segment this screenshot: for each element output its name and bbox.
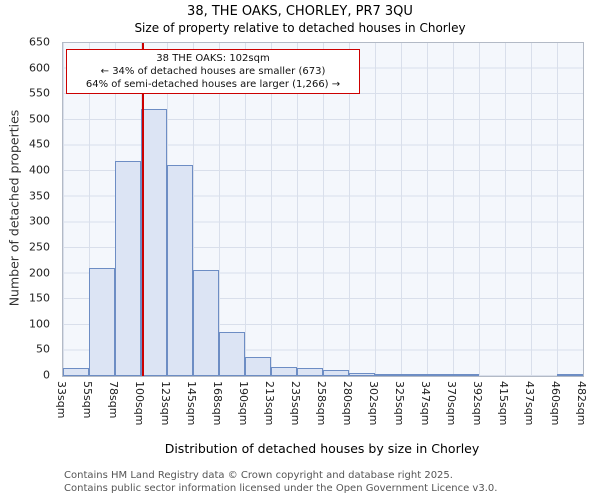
- histogram-bar: [297, 368, 323, 376]
- histogram-bar: [375, 374, 401, 376]
- x-tick-label: 213sqm: [263, 381, 276, 426]
- x-tick-label: 325sqm: [393, 381, 406, 426]
- y-tick-label: 150: [29, 291, 50, 305]
- y-tick-label: 50: [36, 342, 50, 356]
- x-tick-label: 55sqm: [81, 381, 94, 419]
- y-tick-label: 650: [29, 35, 50, 49]
- histogram-bar: [453, 374, 479, 376]
- histogram-bar: [557, 374, 583, 376]
- x-tick-label: 392sqm: [471, 381, 484, 426]
- y-tick-label: 200: [29, 266, 50, 280]
- y-tick-label: 600: [29, 61, 50, 75]
- chart-title: 38, THE OAKS, CHORLEY, PR7 3QU: [187, 4, 413, 19]
- histogram-bar: [219, 332, 245, 376]
- plot-area: 38 THE OAKS: 102sqm ← 34% of detached ho…: [62, 42, 584, 377]
- y-tick-label: 450: [29, 137, 50, 151]
- x-tick-label: 145sqm: [185, 381, 198, 426]
- y-tick-label: 500: [29, 112, 50, 126]
- histogram-bar: [167, 165, 193, 376]
- histogram-bar: [349, 373, 375, 376]
- histogram-bar: [89, 267, 115, 376]
- histogram-bar: [271, 366, 297, 376]
- x-tick-label: 235sqm: [289, 381, 302, 426]
- chart-subtitle: Size of property relative to detached ho…: [134, 21, 466, 35]
- y-tick-label: 0: [43, 368, 50, 382]
- y-tick-label: 300: [29, 214, 50, 228]
- y-tick-label: 400: [29, 163, 50, 177]
- histogram-bar: [63, 368, 89, 376]
- x-axis-ticks: 33sqm 55sqm 78sqm 100sqm 123sqm 145sqm 168sqm 1…: [55, 379, 588, 437]
- y-tick-label: 550: [29, 86, 50, 100]
- annotation-line-3: 64% of semi-detached houses are larger (…: [85, 79, 341, 90]
- x-tick-label: 482sqm: [575, 381, 588, 426]
- x-axis-label: Distribution of detached houses by size …: [164, 441, 480, 456]
- histogram-bar: [245, 356, 271, 376]
- x-tick-label: 78sqm: [107, 381, 120, 419]
- y-axis-ticks: 650 600 550 500 450 400 350 300 250 200 150 100 50 0: [0, 36, 56, 382]
- x-tick-label: 437sqm: [523, 381, 536, 426]
- x-tick-label: 460sqm: [549, 381, 562, 426]
- footer-line-2: Contains public sector information licen…: [64, 483, 498, 495]
- x-tick-label: 33sqm: [55, 381, 68, 419]
- attribution-footer: Contains HM Land Registry data © Crown c…: [64, 469, 497, 495]
- histogram-bar: [427, 374, 453, 376]
- histogram-bar: [193, 269, 219, 376]
- y-tick-label: 250: [29, 240, 50, 254]
- histogram-bar: [141, 109, 167, 376]
- x-tick-label: 280sqm: [341, 381, 354, 426]
- x-tick-label: 168sqm: [211, 381, 224, 426]
- annotation-line-1: 38 THE OAKS: 102sqm: [156, 53, 270, 64]
- annotation-line-2: ← 34% of detached houses are smaller (67…: [100, 66, 326, 77]
- histogram-bar: [115, 160, 141, 376]
- x-tick-label: 100sqm: [133, 381, 146, 426]
- histogram-bar: [401, 374, 427, 376]
- x-tick-label: 347sqm: [419, 381, 432, 426]
- x-tick-label: 370sqm: [445, 381, 458, 426]
- footer-line-1: Contains HM Land Registry data © Crown c…: [64, 470, 453, 481]
- x-tick-label: 302sqm: [367, 381, 380, 426]
- histogram-bar: [323, 369, 349, 376]
- annotation-box: 38 THE OAKS: 102sqm ← 34% of detached ho…: [66, 49, 360, 94]
- y-tick-label: 100: [29, 317, 50, 331]
- x-tick-label: 258sqm: [315, 381, 328, 426]
- x-tick-label: 190sqm: [237, 381, 250, 426]
- y-tick-label: 350: [29, 189, 50, 203]
- x-tick-label: 415sqm: [497, 381, 510, 426]
- x-tick-label: 123sqm: [159, 381, 172, 426]
- property-size-marker-line: [142, 43, 144, 376]
